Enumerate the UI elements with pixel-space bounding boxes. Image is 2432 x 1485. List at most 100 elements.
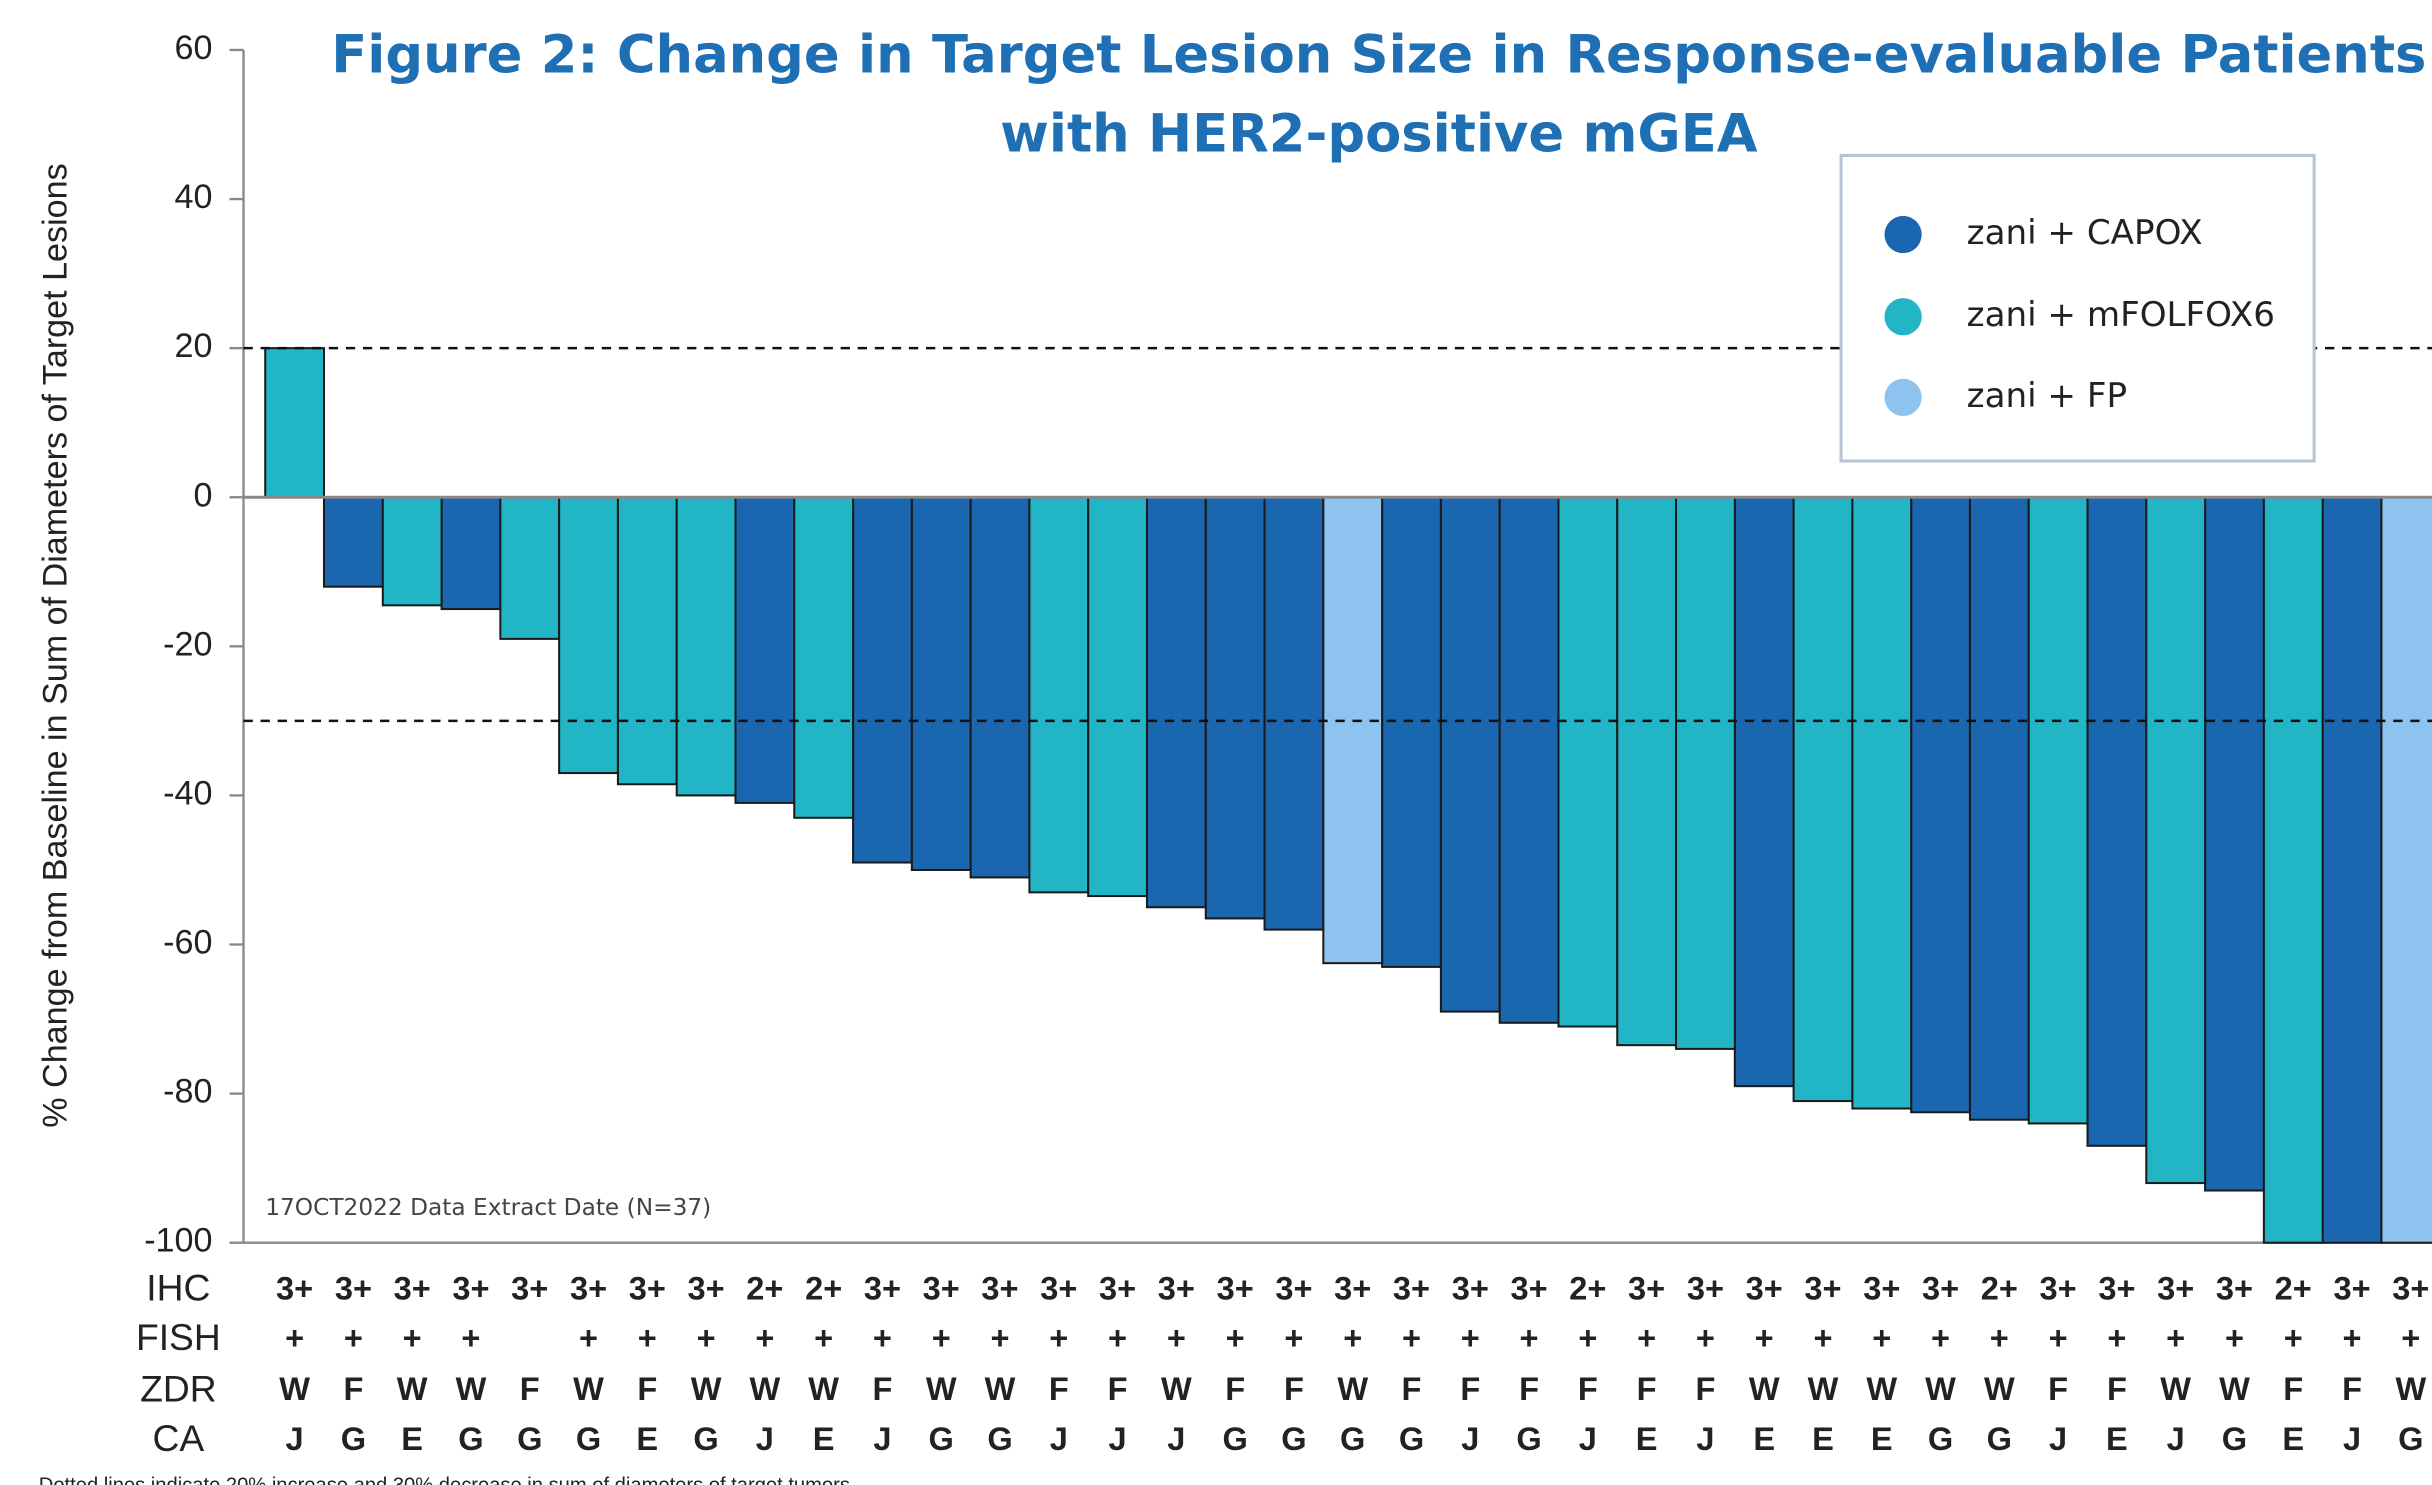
legend-marker — [1884, 378, 1922, 417]
bar — [2262, 496, 2324, 1244]
row-value: + — [2049, 1320, 2068, 1356]
row-value: 3+ — [2040, 1270, 2077, 1306]
row-value: J — [2343, 1421, 2361, 1457]
bar — [2380, 496, 2432, 1244]
row-value: + — [1402, 1320, 1421, 1356]
bar — [1263, 496, 1325, 931]
row-value: + — [1813, 1320, 1832, 1356]
row-value: 3+ — [629, 1270, 666, 1306]
bar — [440, 496, 502, 611]
bar — [1087, 496, 1148, 898]
row-value: 3+ — [1804, 1270, 1841, 1306]
row-label: IHC — [146, 1267, 210, 1309]
row-value: W — [573, 1371, 604, 1407]
bar — [264, 347, 326, 499]
row-value: F — [1519, 1371, 1539, 1407]
row-value: G — [576, 1421, 601, 1457]
row-value: 3+ — [1863, 1270, 1900, 1306]
row-value: F — [1637, 1371, 1657, 1407]
row-value: + — [344, 1320, 363, 1356]
row-value: J — [1109, 1421, 1127, 1457]
row-value: + — [638, 1320, 657, 1356]
row-value: W — [1808, 1371, 1839, 1407]
row-value: J — [1167, 1421, 1185, 1457]
bar — [1733, 496, 1795, 1088]
row-value: E — [1753, 1421, 1775, 1457]
row-value: 3+ — [1452, 1270, 1489, 1306]
y-tick-label: -40 — [163, 774, 212, 812]
row-value: W — [750, 1371, 781, 1407]
row-value: 3+ — [1158, 1270, 1195, 1306]
row-label: CA — [153, 1417, 205, 1459]
row-value: + — [1343, 1320, 1362, 1356]
row-value: + — [285, 1320, 304, 1356]
row-value: + — [1049, 1320, 1068, 1356]
bar — [1910, 496, 1971, 1114]
row-value: 3+ — [1393, 1270, 1430, 1306]
row-value: J — [756, 1421, 774, 1457]
row-value: F — [1049, 1371, 1069, 1407]
row-value: + — [1226, 1320, 1245, 1356]
bar — [499, 496, 561, 640]
row-value: G — [1928, 1421, 1953, 1457]
row-value: 3+ — [276, 1270, 313, 1306]
bar — [1675, 496, 1736, 1050]
row-value: E — [636, 1421, 658, 1457]
row-value: + — [1578, 1320, 1597, 1356]
row-value: 3+ — [570, 1270, 607, 1306]
row-value: W — [2395, 1371, 2426, 1407]
row-label: FISH — [136, 1316, 221, 1358]
row-value: W — [1925, 1371, 1956, 1407]
row-value: + — [2401, 1320, 2420, 1356]
bar — [1498, 496, 1560, 1024]
y-axis-label: % Change from Baseline in Sum of Diamete… — [36, 163, 74, 1127]
row-value: + — [932, 1320, 951, 1356]
row-value: + — [814, 1320, 833, 1356]
row-value: J — [1696, 1421, 1714, 1457]
row-value: G — [693, 1421, 718, 1457]
row-value: 2+ — [2275, 1270, 2312, 1306]
annotation: 17OCT2022 Data Extract Date (N=37) — [265, 1194, 711, 1221]
bar — [1851, 496, 1913, 1110]
bar — [1792, 496, 1854, 1103]
row-value: + — [1990, 1320, 2009, 1356]
row-value: 2+ — [1569, 1270, 1606, 1306]
bar — [2321, 496, 2383, 1244]
bar — [1439, 496, 1501, 1013]
bar — [1557, 496, 1619, 1028]
row-value: 3+ — [688, 1270, 725, 1306]
row-value: 3+ — [981, 1270, 1018, 1306]
y-tick-label: 40 — [175, 178, 213, 216]
row-value: F — [2283, 1371, 2303, 1407]
row-value: + — [403, 1320, 422, 1356]
row-value: 2+ — [805, 1270, 842, 1306]
row-value: + — [755, 1320, 774, 1356]
row-value: 3+ — [452, 1270, 489, 1306]
row-value: + — [1167, 1320, 1186, 1356]
bar — [1145, 496, 1207, 909]
row-value: + — [1461, 1320, 1480, 1356]
row-value: F — [2107, 1371, 2127, 1407]
row-value: 3+ — [2392, 1270, 2429, 1306]
row-value: G — [1222, 1421, 1247, 1457]
row-value: 3+ — [511, 1270, 548, 1306]
row-value: J — [2049, 1421, 2067, 1457]
bar — [1322, 496, 1384, 965]
row-value: G — [1516, 1421, 1541, 1457]
row-value: J — [1050, 1421, 1068, 1457]
row-value: F — [873, 1371, 893, 1407]
row-value: E — [813, 1421, 835, 1457]
bar — [2027, 496, 2089, 1125]
row-value: G — [1281, 1421, 1306, 1457]
row-value: G — [341, 1421, 366, 1457]
bar — [675, 496, 737, 797]
row-value: F — [1284, 1371, 1304, 1407]
row-value: F — [1695, 1371, 1715, 1407]
row-value: 3+ — [2098, 1270, 2135, 1306]
row-value: W — [1866, 1371, 1897, 1407]
row-value: F — [1578, 1371, 1598, 1407]
row-value: F — [2342, 1371, 2362, 1407]
row-value: G — [2222, 1421, 2247, 1457]
